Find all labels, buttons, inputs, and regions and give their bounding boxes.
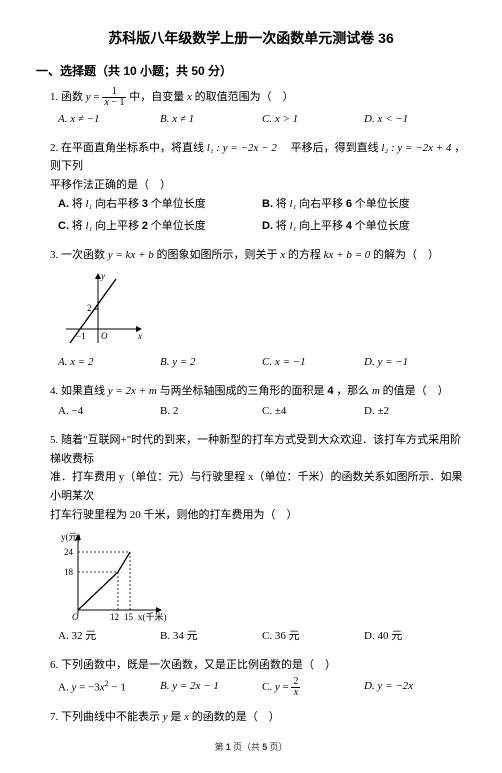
q1-opt-c: C. x > 1 xyxy=(262,110,364,129)
q3-t2: 2 xyxy=(87,303,92,313)
q1-x: x xyxy=(187,91,192,103)
section-heading: 一、选择题（共 10 小题；共 50 分） xyxy=(36,62,466,79)
q1-y: y xyxy=(86,91,91,103)
q5-o: O xyxy=(72,612,79,622)
doc-title: 苏科版八年级数学上册一次函数单元测试卷 36 xyxy=(36,28,466,48)
q3-axis-x: x xyxy=(137,331,142,341)
q1-text-c: 的取值范围为（ ） xyxy=(195,91,294,103)
q5-l3: 打车行驶里程为 20 千米，则他的打车费用为（ ） xyxy=(50,509,298,521)
q3-opt-d: D. y = −1 xyxy=(364,353,466,372)
q5-24: 24 xyxy=(64,547,74,557)
q4-c: ，那么 xyxy=(336,385,372,397)
q2-opt-a: A. 将 l₁ 向右平移 3 个单位长度 xyxy=(58,195,262,214)
q2-l2sym: l₂ xyxy=(381,142,388,154)
q5-opt-d: D. 40 元 xyxy=(364,627,466,646)
q2-l1b: 平移后，得到直线 xyxy=(280,142,382,154)
q3-eq2: kx + b = 0 xyxy=(324,249,371,261)
q6-opt-b: B. y = 2x − 1 xyxy=(160,677,262,698)
q1-text-b: 中，自变量 xyxy=(129,91,187,103)
q3-c: 的方程 xyxy=(288,249,324,261)
q3-o: O xyxy=(101,331,108,341)
q6-opt-d: D. y = −2x xyxy=(364,677,466,698)
q5-opt-a: A. 32 元 xyxy=(58,627,160,646)
q4-eq: y = 2x + m xyxy=(108,385,157,397)
q5-l2: 准．打车费用 y（单位：元）与行驶里程 x（单位：千米）的函数关系如图所示．如果… xyxy=(50,471,463,502)
q3-b: 的图象如图所示，则关于 xyxy=(157,249,281,261)
q2-opt-c: C. 将 l₁ 向上平移 2 个单位长度 xyxy=(58,217,262,236)
q6-text: 6. 下列函数中，既是一次函数，又是正比例函数的是（ ） xyxy=(36,656,466,675)
q3-opt-c: C. x = −1 xyxy=(262,353,364,372)
q1-eq: = xyxy=(93,91,99,103)
q7-b: 是 xyxy=(170,711,184,723)
q5-l1: 5. 随着"互联网+"时代的到来，一种新型的打车方式受到大众欢迎．该打车方式采用… xyxy=(50,434,461,465)
q5-xl: x(千米) xyxy=(138,611,167,622)
q4-opt-b: B. 2 xyxy=(160,402,262,421)
q3-figure: y x −1 2 O xyxy=(36,269,466,349)
q2-eq2: : y = −2x + 4 xyxy=(391,142,451,154)
question-1: 1. 函数 y = 1 x − 1 中，自变量 x 的取值范围为（ ） A. x… xyxy=(36,87,466,129)
q3-d: 的解为（ ） xyxy=(373,249,439,261)
question-4: 4. 如果直线 y = 2x + m 与两坐标轴围成的三角形的面积是 4 ，那么… xyxy=(36,382,466,421)
q2-l2: 平移作法正确的是（ ） xyxy=(50,179,171,191)
q5-opt-b: B. 34 元 xyxy=(160,627,262,646)
question-3: 3. 一次函数 y = kx + b 的图象如图所示，则关于 x 的方程 kx … xyxy=(36,246,466,371)
q6-opt-a: A. y = −3x2 − 1 xyxy=(58,677,160,698)
q5-yl: y(元) xyxy=(61,532,81,542)
q2-eq1: : y = −2x − 2 xyxy=(216,142,276,154)
q5-12: 12 xyxy=(110,612,119,622)
q4-opt-c: C. ±4 xyxy=(262,402,364,421)
question-7: 7. 下列曲线中不能表示 y 是 x 的函数的是（ ） xyxy=(36,708,466,727)
q3-eq1: y = kx + b xyxy=(108,249,154,261)
q4-opt-a: A. −4 xyxy=(58,402,160,421)
q3-a: 3. 一次函数 xyxy=(50,249,108,261)
q7-a: 7. 下列曲线中不能表示 xyxy=(50,711,163,723)
q2-opt-b: B. 将 l₁ 向右平移 6 个单位长度 xyxy=(262,195,466,214)
q2-l1sym: l₁ xyxy=(207,142,214,154)
q3-axis-y: y xyxy=(100,271,105,281)
q5-figure: y(元) x(千米) O 24 18 12 15 xyxy=(36,528,466,623)
question-2: 2. 在平面直角坐标系中，将直线 l₁ : y = −2x − 2 平移后，得到… xyxy=(36,139,466,236)
q5-18: 18 xyxy=(64,567,74,577)
q3-opt-b: B. y = 2 xyxy=(160,353,262,372)
page-footer: 第 1 页（共 5 页） xyxy=(36,740,466,753)
q6-opt-c: C. y = 2x xyxy=(262,677,364,698)
q4-a: 4. 如果直线 xyxy=(50,385,108,397)
q3-opt-a: A. x = 2 xyxy=(58,353,160,372)
q5-options: A. 32 元 B. 34 元 C. 36 元 D. 40 元 xyxy=(36,627,466,646)
q2-opt-d: D. 将 l₁ 向上平移 4 个单位长度 xyxy=(262,217,466,236)
q1-fraction: 1 x − 1 xyxy=(102,87,126,108)
q7-x: x xyxy=(184,711,189,723)
q1-options: A. x ≠ −1 B. x ≠ 1 C. x > 1 D. x < −1 xyxy=(36,110,466,129)
q7-c: 的函数的是（ ） xyxy=(192,711,280,723)
q5-15: 15 xyxy=(124,612,134,622)
q1-frac-bot: x − 1 xyxy=(102,98,126,108)
q6-options: A. y = −3x2 − 1 B. y = 2x − 1 C. y = 2x … xyxy=(36,677,466,698)
q1-opt-b: B. x ≠ 1 xyxy=(160,110,262,129)
q4-options: A. −4 B. 2 C. ±4 D. ±2 xyxy=(36,402,466,421)
q1-opt-d: D. x < −1 xyxy=(364,110,466,129)
q2-l1a: 2. 在平面直角坐标系中，将直线 xyxy=(50,142,207,154)
q3-options: A. x = 2 B. y = 2 C. x = −1 D. y = −1 xyxy=(36,353,466,372)
q4-d: 的值是（ ） xyxy=(383,385,449,397)
question-6: 6. 下列函数中，既是一次函数，又是正比例函数的是（ ） A. y = −3x2… xyxy=(36,656,466,698)
q1-opt-a: A. x ≠ −1 xyxy=(58,110,160,129)
q1-text-a: 1. 函数 xyxy=(50,91,86,103)
q4-opt-d: D. ±2 xyxy=(364,402,466,421)
q3-m1: −1 xyxy=(76,331,86,341)
q4-b: 与两坐标轴围成的三角形的面积是 xyxy=(160,385,328,397)
q5-opt-c: C. 36 元 xyxy=(262,627,364,646)
q4-val: 4 xyxy=(327,385,333,397)
q2-options: A. 将 l₁ 向右平移 3 个单位长度 B. 将 l₁ 向右平移 6 个单位长… xyxy=(36,195,466,236)
q4-m: m xyxy=(372,385,380,397)
q7-y: y xyxy=(163,711,168,723)
question-5: 5. 随着"互联网+"时代的到来，一种新型的打车方式受到大众欢迎．该打车方式采用… xyxy=(36,431,466,646)
q3-x: x xyxy=(280,249,285,261)
